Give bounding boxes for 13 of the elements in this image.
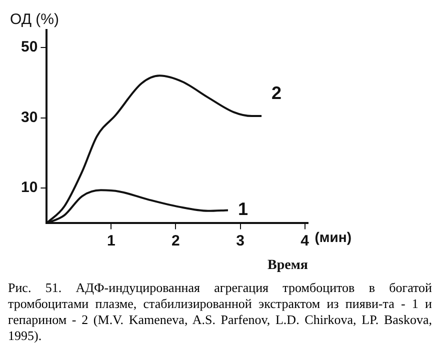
x-tick-label: 1 — [107, 232, 116, 250]
y-tick-label: 30 — [20, 108, 38, 126]
text: (мин) — [314, 229, 352, 246]
x-tick-label: 3 — [236, 232, 244, 250]
series-label: 2 — [272, 83, 282, 104]
y-axis-title: ОД (%) — [10, 11, 59, 28]
y-tick-label: 50 — [20, 38, 38, 56]
y-tick-label: 10 — [20, 179, 38, 196]
x-axis-title: Время — [268, 258, 308, 274]
x-tick-label: 2 — [172, 232, 180, 250]
text: Рис. 51. АДФ-индуцированная агрегация тромбоцитов в богатой тромбоцитами плазме, стабилизированной экстрактом из пияви-та - 1 и гепарином - 2 (M.V. Kameneva, A.S. Parfenov, L.D. Chirkova, LP. Baskova, 1995). — [8, 280, 432, 344]
x-tick-label: 4 — [300, 232, 310, 250]
series-label: 1 — [238, 199, 248, 220]
